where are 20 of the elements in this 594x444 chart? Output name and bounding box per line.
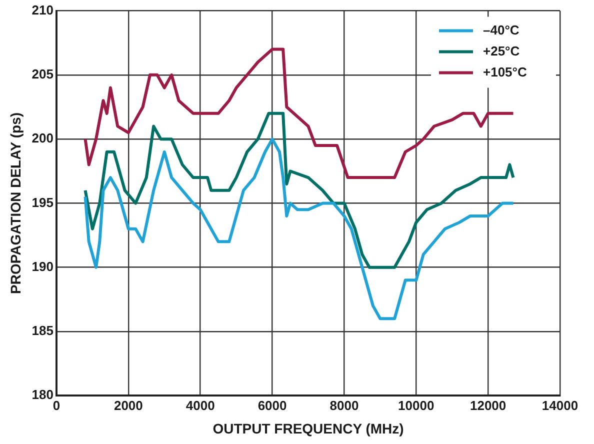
legend-label: +25°C — [483, 43, 520, 58]
x-tick-label: 0 — [52, 398, 60, 413]
y-tick-label: 205 — [32, 66, 54, 82]
y-tick-label: 190 — [32, 258, 54, 274]
x-tick-label: 6000 — [258, 398, 287, 413]
y-tick-label: 200 — [32, 130, 54, 146]
x-tick-label: 8000 — [330, 398, 359, 413]
x-axis-title: OUTPUT FREQUENCY (MHz) — [212, 420, 404, 436]
x-tick-label: 4000 — [186, 398, 215, 413]
y-axis-title: PROPAGATION DELAY (ps) — [7, 112, 24, 294]
y-tick-label: 195 — [32, 194, 54, 210]
legend-label: –40°C — [483, 22, 520, 38]
x-tick-label: 2000 — [114, 398, 143, 413]
x-tick-label: 14000 — [542, 398, 578, 413]
y-tick-label: 180 — [32, 387, 54, 402]
legend-label: +105°C — [483, 64, 528, 80]
y-tick-label: 185 — [32, 323, 54, 338]
y-tick-label: 210 — [32, 2, 54, 18]
x-tick-label: 12000 — [470, 398, 506, 413]
x-tick-label: 10000 — [398, 398, 434, 413]
